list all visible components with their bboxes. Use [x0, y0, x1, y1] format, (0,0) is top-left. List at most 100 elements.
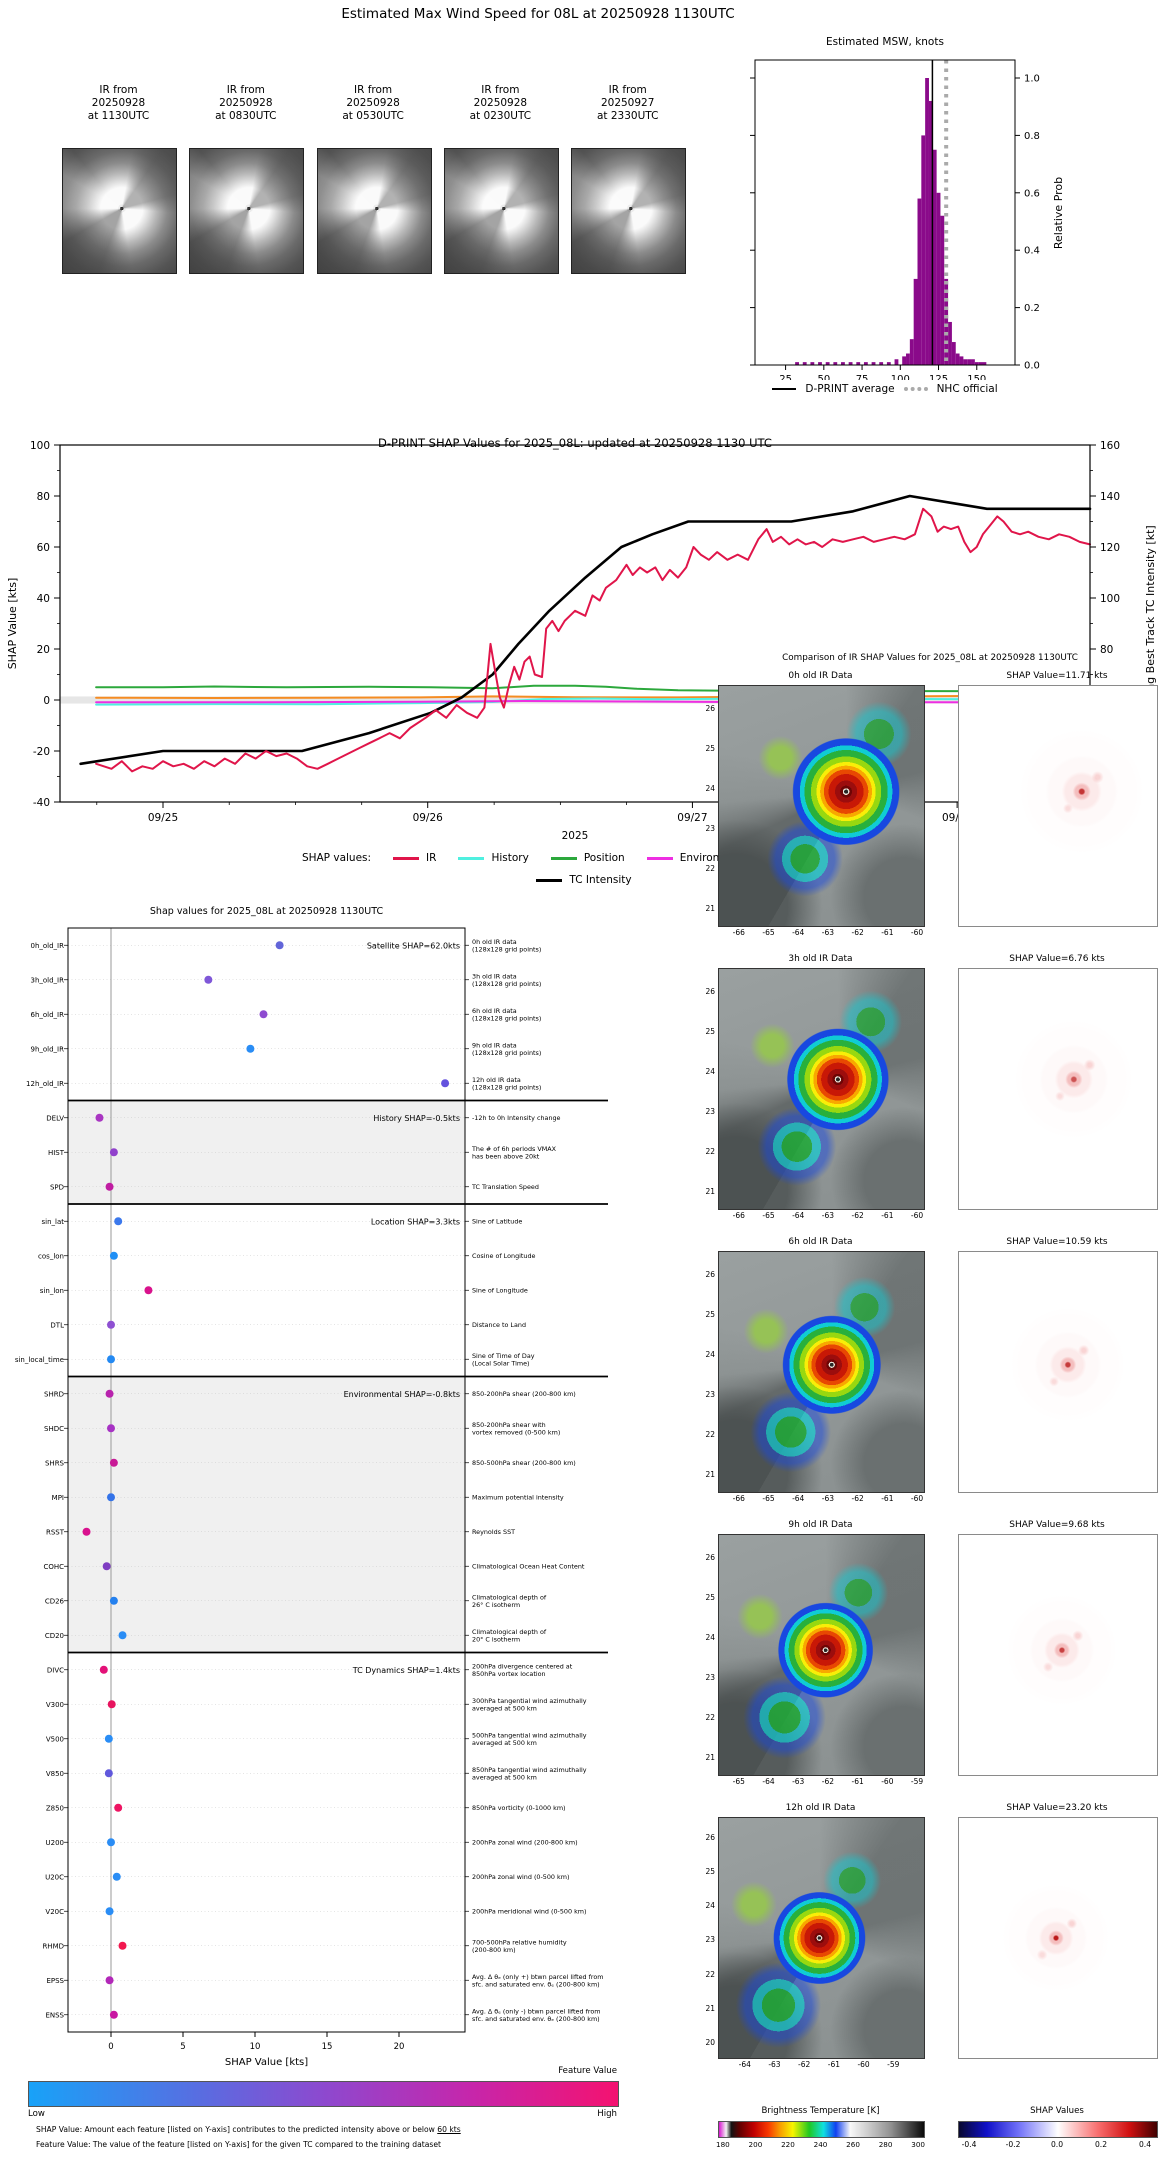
- feature-description: -12h to 0h Intensity change: [472, 1114, 561, 1122]
- feature-label: 9h_old_IR: [31, 1045, 65, 1053]
- lon-tick-label: -60: [910, 1494, 924, 1503]
- x-tick-label: 25: [779, 374, 792, 380]
- legend-item-tc-intensity: TC Intensity: [536, 874, 632, 886]
- ir-thumb-label-line: 20250928: [91, 96, 146, 109]
- shap-dot-sin_lon: [144, 1286, 153, 1295]
- ir-thumb-label-line: at 0830UTC: [215, 109, 277, 122]
- lat-tick-label: 24: [705, 1350, 715, 1359]
- feature-label: RHMD: [42, 1942, 64, 1950]
- lon-tick-label: -62: [798, 2060, 811, 2069]
- series-position: [95, 684, 1091, 693]
- lon-tick-label: -63: [821, 928, 835, 937]
- section-label: Satellite SHAP=62.0kts: [367, 941, 460, 950]
- ir-thumb-label-line: IR from: [354, 84, 393, 96]
- feature-value-colorbar-title: Feature Value: [558, 2066, 617, 2076]
- y-tick-label: 0.8: [1024, 131, 1040, 142]
- feature-label: U20C: [45, 1873, 64, 1881]
- feature-description: Sine of Latitude: [472, 1218, 522, 1226]
- feature-label: DELV: [46, 1114, 64, 1122]
- dotplot-title: Shap values for 2025_08L at 20250928 113…: [149, 906, 384, 917]
- feature-label: SHRS: [45, 1459, 65, 1467]
- shap-dot-RHMD: [118, 1941, 127, 1950]
- shap-value-image: [958, 968, 1158, 1210]
- histogram-bar: [856, 362, 861, 365]
- shap-dot-Z850: [114, 1803, 123, 1812]
- bt-colorbar: [718, 2121, 925, 2138]
- shap-dot-sin_lat: [114, 1217, 123, 1226]
- histogram-bar: [795, 362, 799, 365]
- histogram-bar: [863, 362, 868, 365]
- shap-cb-tick-label: 0.0: [1050, 2140, 1064, 2149]
- ir-data-image: [718, 1534, 925, 1776]
- shap-value-title: SHAP Value=9.68 kts: [1009, 1520, 1105, 1530]
- ir-thumb-label-line: 20250928: [473, 96, 528, 109]
- feature-label: RSST: [46, 1528, 65, 1536]
- feature-description: Sine of Longitude: [472, 1287, 528, 1295]
- lat-tick-label: 25: [705, 744, 715, 753]
- feature-description: 500hPa tangential wind azimuthally averag…: [472, 1731, 587, 1747]
- histogram-bar: [894, 359, 899, 365]
- histogram-bar: [948, 321, 952, 365]
- lat-tick-label: 21: [705, 904, 715, 913]
- feature-label: ENSS: [45, 2011, 64, 2019]
- bt-tick-label: 280: [878, 2140, 893, 2149]
- shap-dotplot-chart: 0h_old_IR 0h old IR data (128x128 grid poi…: [15, 927, 608, 2068]
- ir-data-title: 3h old IR Data: [788, 954, 853, 964]
- shap-dot-DELV: [95, 1113, 104, 1122]
- section-label: TC Dynamics SHAP=1.4kts: [352, 1666, 460, 1675]
- ir-thumb-label-line: IR from: [226, 84, 265, 96]
- shap-cb-tick-label: 0.2: [1094, 2140, 1108, 2149]
- feature-description: 850hPa vorticity (0-1000 km): [472, 1804, 566, 1812]
- shap-dot-U20C: [112, 1872, 121, 1881]
- lat-tick-label: 24: [705, 1067, 715, 1076]
- left-tick-label: -20: [33, 746, 50, 758]
- histogram-bar: [944, 278, 949, 365]
- lon-tick-label: -62: [851, 1494, 864, 1503]
- lat-tick-label: 20: [705, 2038, 715, 2048]
- shap-dot-sin_local_time: [107, 1355, 115, 1364]
- lat-tick-label: 25: [705, 1866, 715, 1876]
- histogram-bar: [936, 192, 941, 365]
- lat-tick-label: 22: [705, 1713, 715, 1722]
- feature-description: 850-200hPa shear (200-800 km): [472, 1390, 576, 1398]
- shap-dot-0h_old_IR: [275, 941, 284, 950]
- shap-dot-SPD: [105, 1182, 114, 1191]
- y-tick-label: 0.0: [1024, 361, 1040, 372]
- lon-tick-label: -63: [792, 1777, 805, 1786]
- left-tick-label: 80: [37, 491, 50, 503]
- x-tick-label: 09/25: [148, 812, 178, 824]
- lat-tick-label: 25: [705, 1027, 715, 1036]
- histogram-bar: [940, 215, 945, 365]
- feature-description: 12h old IR data (128x128 grid points): [472, 1076, 541, 1092]
- lat-tick-label: 22: [705, 1969, 715, 1979]
- feature-label: SHDC: [44, 1425, 64, 1433]
- shap-value-title: SHAP Value=23.20 kts: [1006, 1803, 1108, 1813]
- histogram-bar: [802, 362, 807, 365]
- shap-dot-RSST: [82, 1527, 91, 1536]
- ir-thumb-label: IR from 20250928 at 0830UTC: [177, 84, 314, 122]
- histogram-bar: [925, 78, 929, 365]
- section-shading: [68, 1376, 465, 1653]
- feature-label: V20C: [45, 1908, 64, 1916]
- shap-dot-EPSS: [105, 1976, 114, 1985]
- feature-label: V300: [46, 1701, 64, 1709]
- lat-tick-label: 21: [705, 1753, 715, 1762]
- feature-label: U200: [46, 1839, 64, 1847]
- legend-item-history: History: [458, 852, 529, 864]
- shap-value-image: [958, 685, 1158, 927]
- feature-label: 0h_old_IR: [31, 942, 65, 950]
- ir-thumbnail-image: [316, 148, 432, 274]
- shap-dot-DIVC: [99, 1665, 108, 1674]
- feature-description: 9h old IR data (128x128 grid points): [472, 1041, 541, 1057]
- feature-label: SPD: [50, 1183, 64, 1191]
- section-label: Environmental SHAP=-0.8kts: [344, 1390, 460, 1399]
- lat-tick-label: 23: [705, 1107, 715, 1116]
- histogram-bar: [928, 100, 933, 366]
- comparison-title: Comparison of IR SHAP Values for 2025_08…: [782, 653, 1078, 663]
- ir-thumb-label: IR from 20250928 at 0530UTC: [305, 84, 442, 122]
- shap-dot-DTL: [107, 1320, 115, 1329]
- ir-thumb-label: IR from 20250927 at 2330UTC: [559, 84, 696, 122]
- shap-dot-6h_old_IR: [259, 1010, 268, 1019]
- lon-tick-label: -61: [881, 1211, 894, 1220]
